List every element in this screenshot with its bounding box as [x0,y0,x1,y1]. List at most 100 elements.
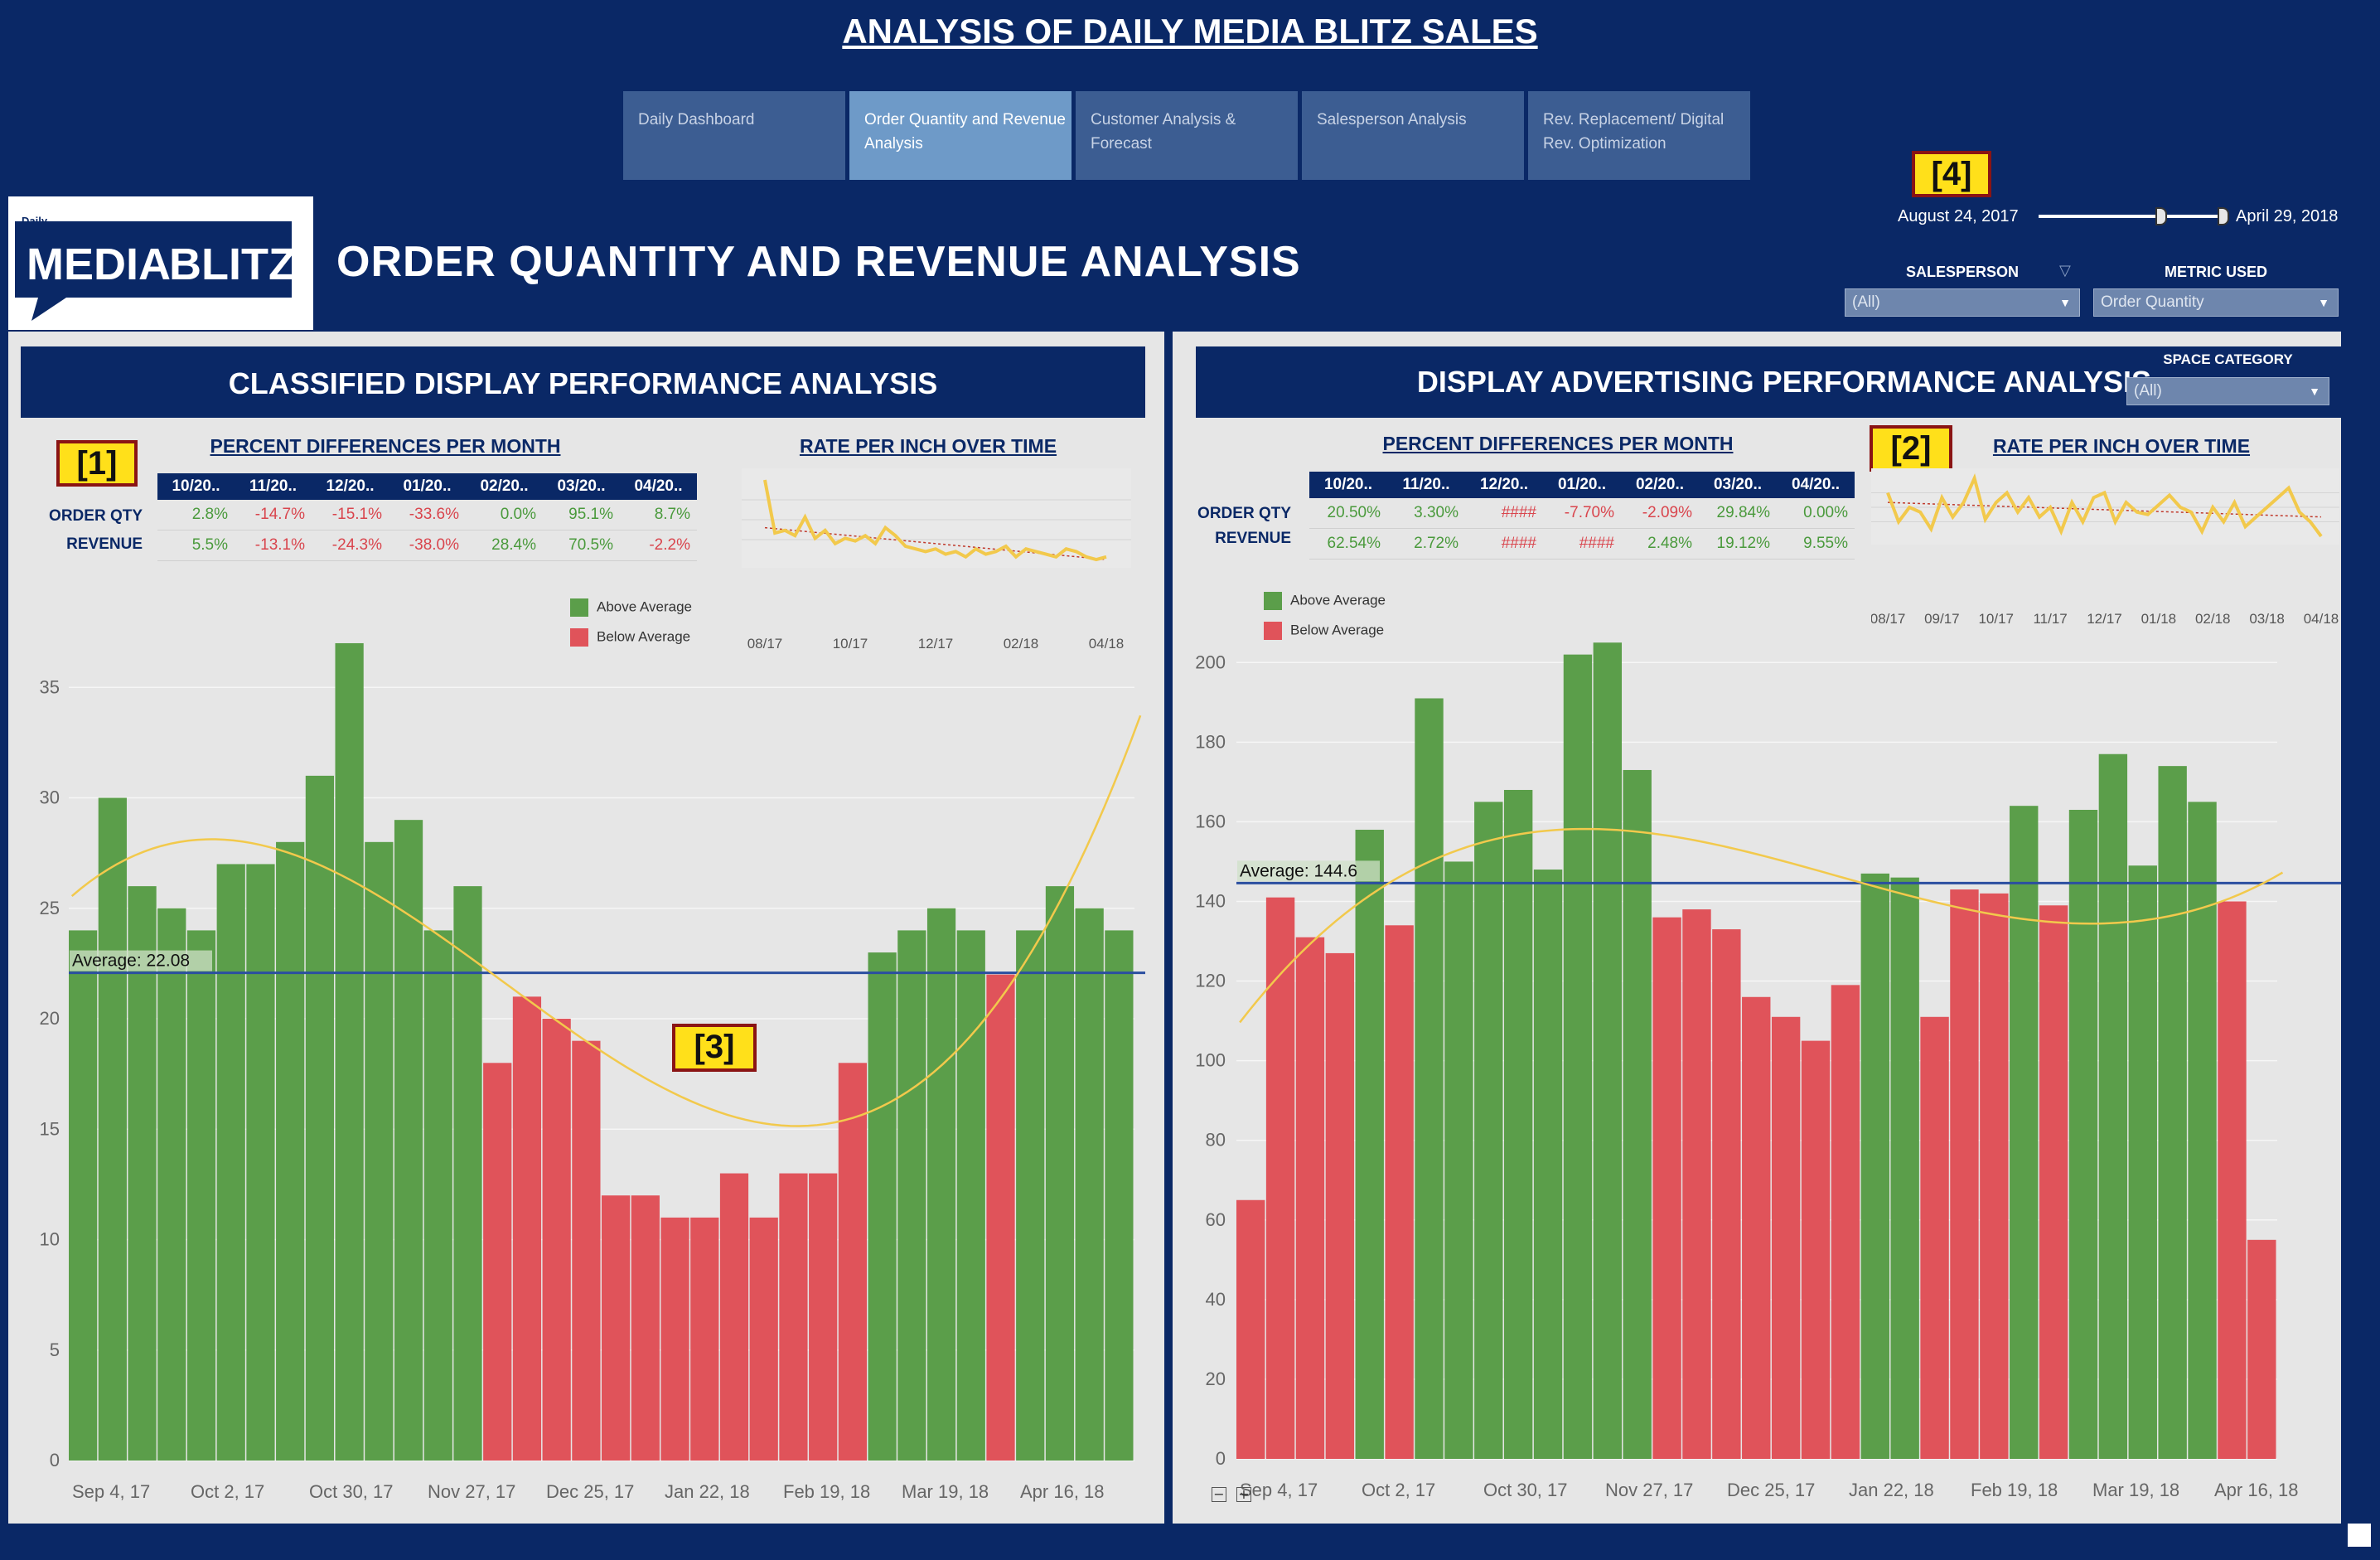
bar-above-average [1444,861,1473,1459]
right-rate-title: RATE PER INCH OVER TIME [1992,435,2251,457]
y-tick-label: 35 [40,676,60,697]
rate-x-tick: 02/18 [2195,611,2231,627]
x-tick-label: Oct 2, 17 [1362,1480,1435,1500]
collapse-icon[interactable]: − [1212,1487,1226,1502]
bar-above-average [2128,865,2157,1459]
bar-below-average [1295,937,1325,1459]
average-label: Average: 144.6 [1240,861,1357,880]
tab-customer-analysis[interactable]: Customer Analysis & Forecast [1076,91,1298,180]
left-legend-below: Below Average [570,628,690,647]
pct-cell: 70.5% [543,530,620,561]
trend-curve [1239,827,2284,1024]
pct-cell: 19.12% [1699,528,1777,560]
average-label-bg [70,950,212,971]
pct-cell: -24.3% [312,530,389,561]
bar-above-average [1075,908,1104,1461]
logo-blitz-text: BLITZ [169,240,296,289]
pct-cell: -14.7% [235,500,312,530]
expand-icon[interactable]: + [1236,1487,1251,1502]
x-tick-label: Sep 4, 17 [1240,1480,1318,1500]
left-row-label-order-qty: ORDER QTY [49,507,143,525]
tab-bar: Daily Dashboard Order Quantity and Reven… [623,91,1750,180]
rate-x-tick: 02/18 [1004,636,1039,652]
pct-column-header: 04/20.. [1777,472,1855,498]
pct-column-header: 12/20.. [312,473,389,500]
salesperson-label: SALESPERSON [1905,264,2020,280]
space-category-select[interactable]: (All) ▼ [2126,377,2329,405]
x-tick-label: Nov 27, 17 [428,1481,515,1502]
pct-cell: #### [1543,528,1621,560]
metric-value: Order Quantity [2101,293,2204,311]
pct-column-header: 04/20.. [620,473,697,500]
date-slider-track[interactable] [2039,215,2228,218]
legend-label-below: Below Average [597,628,691,645]
corner-resize-icon[interactable] [2348,1524,2371,1547]
date-slider-handle-start[interactable] [2155,207,2167,225]
bar-below-average [660,1217,689,1461]
x-tick-label: Nov 27, 17 [1605,1480,1693,1500]
pct-cell: 9.55% [1777,528,1855,560]
bar-above-average [394,820,423,1461]
pct-cell: 5.5% [157,530,235,561]
right-bar-chart: 0 20 40 60 80 100 120 140 160 180 200 Average: 144.… [1195,642,2341,1500]
x-tick-label: Mar 19, 18 [2092,1480,2179,1500]
filter-funnel-icon[interactable]: ▽ [2059,262,2071,279]
bar-below-average [2247,1239,2276,1459]
bar-below-average [1920,1016,1949,1459]
pct-cell: 2.72% [1387,528,1465,560]
rate-x-tick: 08/17 [1871,611,1905,627]
rate-x-tick: 01/18 [2141,611,2177,627]
pct-column-header: 12/20.. [1465,472,1543,498]
bar-below-average [986,974,1015,1461]
x-tick-label: Feb 19, 18 [783,1481,870,1502]
bar-below-average [838,1063,867,1461]
tab-revenue-replacement[interactable]: Rev. Replacement/ Digital Rev. Optimizat… [1528,91,1750,180]
pct-cell: 0.0% [466,500,543,530]
bar-above-average [246,864,275,1461]
right-pct-table: 10/20.. 11/20.. 12/20.. 01/20.. 02/20.. 03/20… [1309,472,1855,560]
bar-below-average [1385,925,1414,1459]
bar-below-average [1831,985,1860,1459]
legend-swatch-below [570,628,588,647]
bar-above-average [1623,769,1652,1459]
chevron-down-icon: ▼ [2318,296,2329,309]
bar-above-average [305,775,334,1461]
pct-cell: 20.50% [1309,498,1387,529]
bar-below-average [2039,905,2068,1459]
y-tick-label: 30 [40,787,60,808]
pct-cell: 8.7% [620,500,697,530]
legend-label-above: Above Average [1290,592,1386,608]
left-panel-title: CLASSIFIED DISPLAY PERFORMANCE ANALYSIS [21,346,1145,418]
space-category-value: (All) [2134,382,2162,400]
pct-cell: 28.4% [466,530,543,561]
rate-x-tick: 09/17 [1924,611,1960,627]
chevron-down-icon: ▼ [2309,385,2320,398]
y-tick-label: 140 [1195,890,1226,911]
rate-x-tick: 03/18 [2249,611,2285,627]
right-row-label-revenue: REVENUE [1215,530,1291,547]
salesperson-select[interactable]: (All) ▼ [1845,288,2080,317]
metric-select[interactable]: Order Quantity ▼ [2093,288,2339,317]
metric-label: METRIC USED [2164,264,2267,280]
tab-order-quantity-revenue[interactable]: Order Quantity and Revenue Analysis [849,91,1071,180]
left-rate-title: RATE PER INCH OVER TIME [799,435,1057,457]
pct-cell: -2.09% [1621,498,1699,529]
date-end: April 29, 2018 [2236,207,2339,225]
pct-cell: -15.1% [312,500,389,530]
marker-2: [2] [1870,425,1952,472]
x-tick-label: Jan 22, 18 [1849,1480,1934,1500]
y-tick-label: 40 [1206,1289,1226,1310]
x-tick-label: Dec 25, 17 [1727,1480,1815,1500]
left-row-label-revenue: REVENUE [66,535,143,553]
tab-salesperson-analysis[interactable]: Salesperson Analysis [1302,91,1524,180]
tab-daily-dashboard[interactable]: Daily Dashboard [623,91,845,180]
pct-column-header: 01/20.. [1543,472,1621,498]
x-tick-label: Mar 19, 18 [902,1481,989,1502]
y-tick-label: 120 [1195,971,1226,991]
bar-above-average [1503,789,1533,1459]
pct-column-header: 03/20.. [1699,472,1777,498]
pct-column-header: 02/20.. [466,473,543,500]
left-pct-title: PERCENT DIFFERENCES PER MONTH [210,435,561,457]
date-slider-handle-end[interactable] [2218,207,2229,225]
x-tick-label: Oct 30, 17 [309,1481,394,1502]
